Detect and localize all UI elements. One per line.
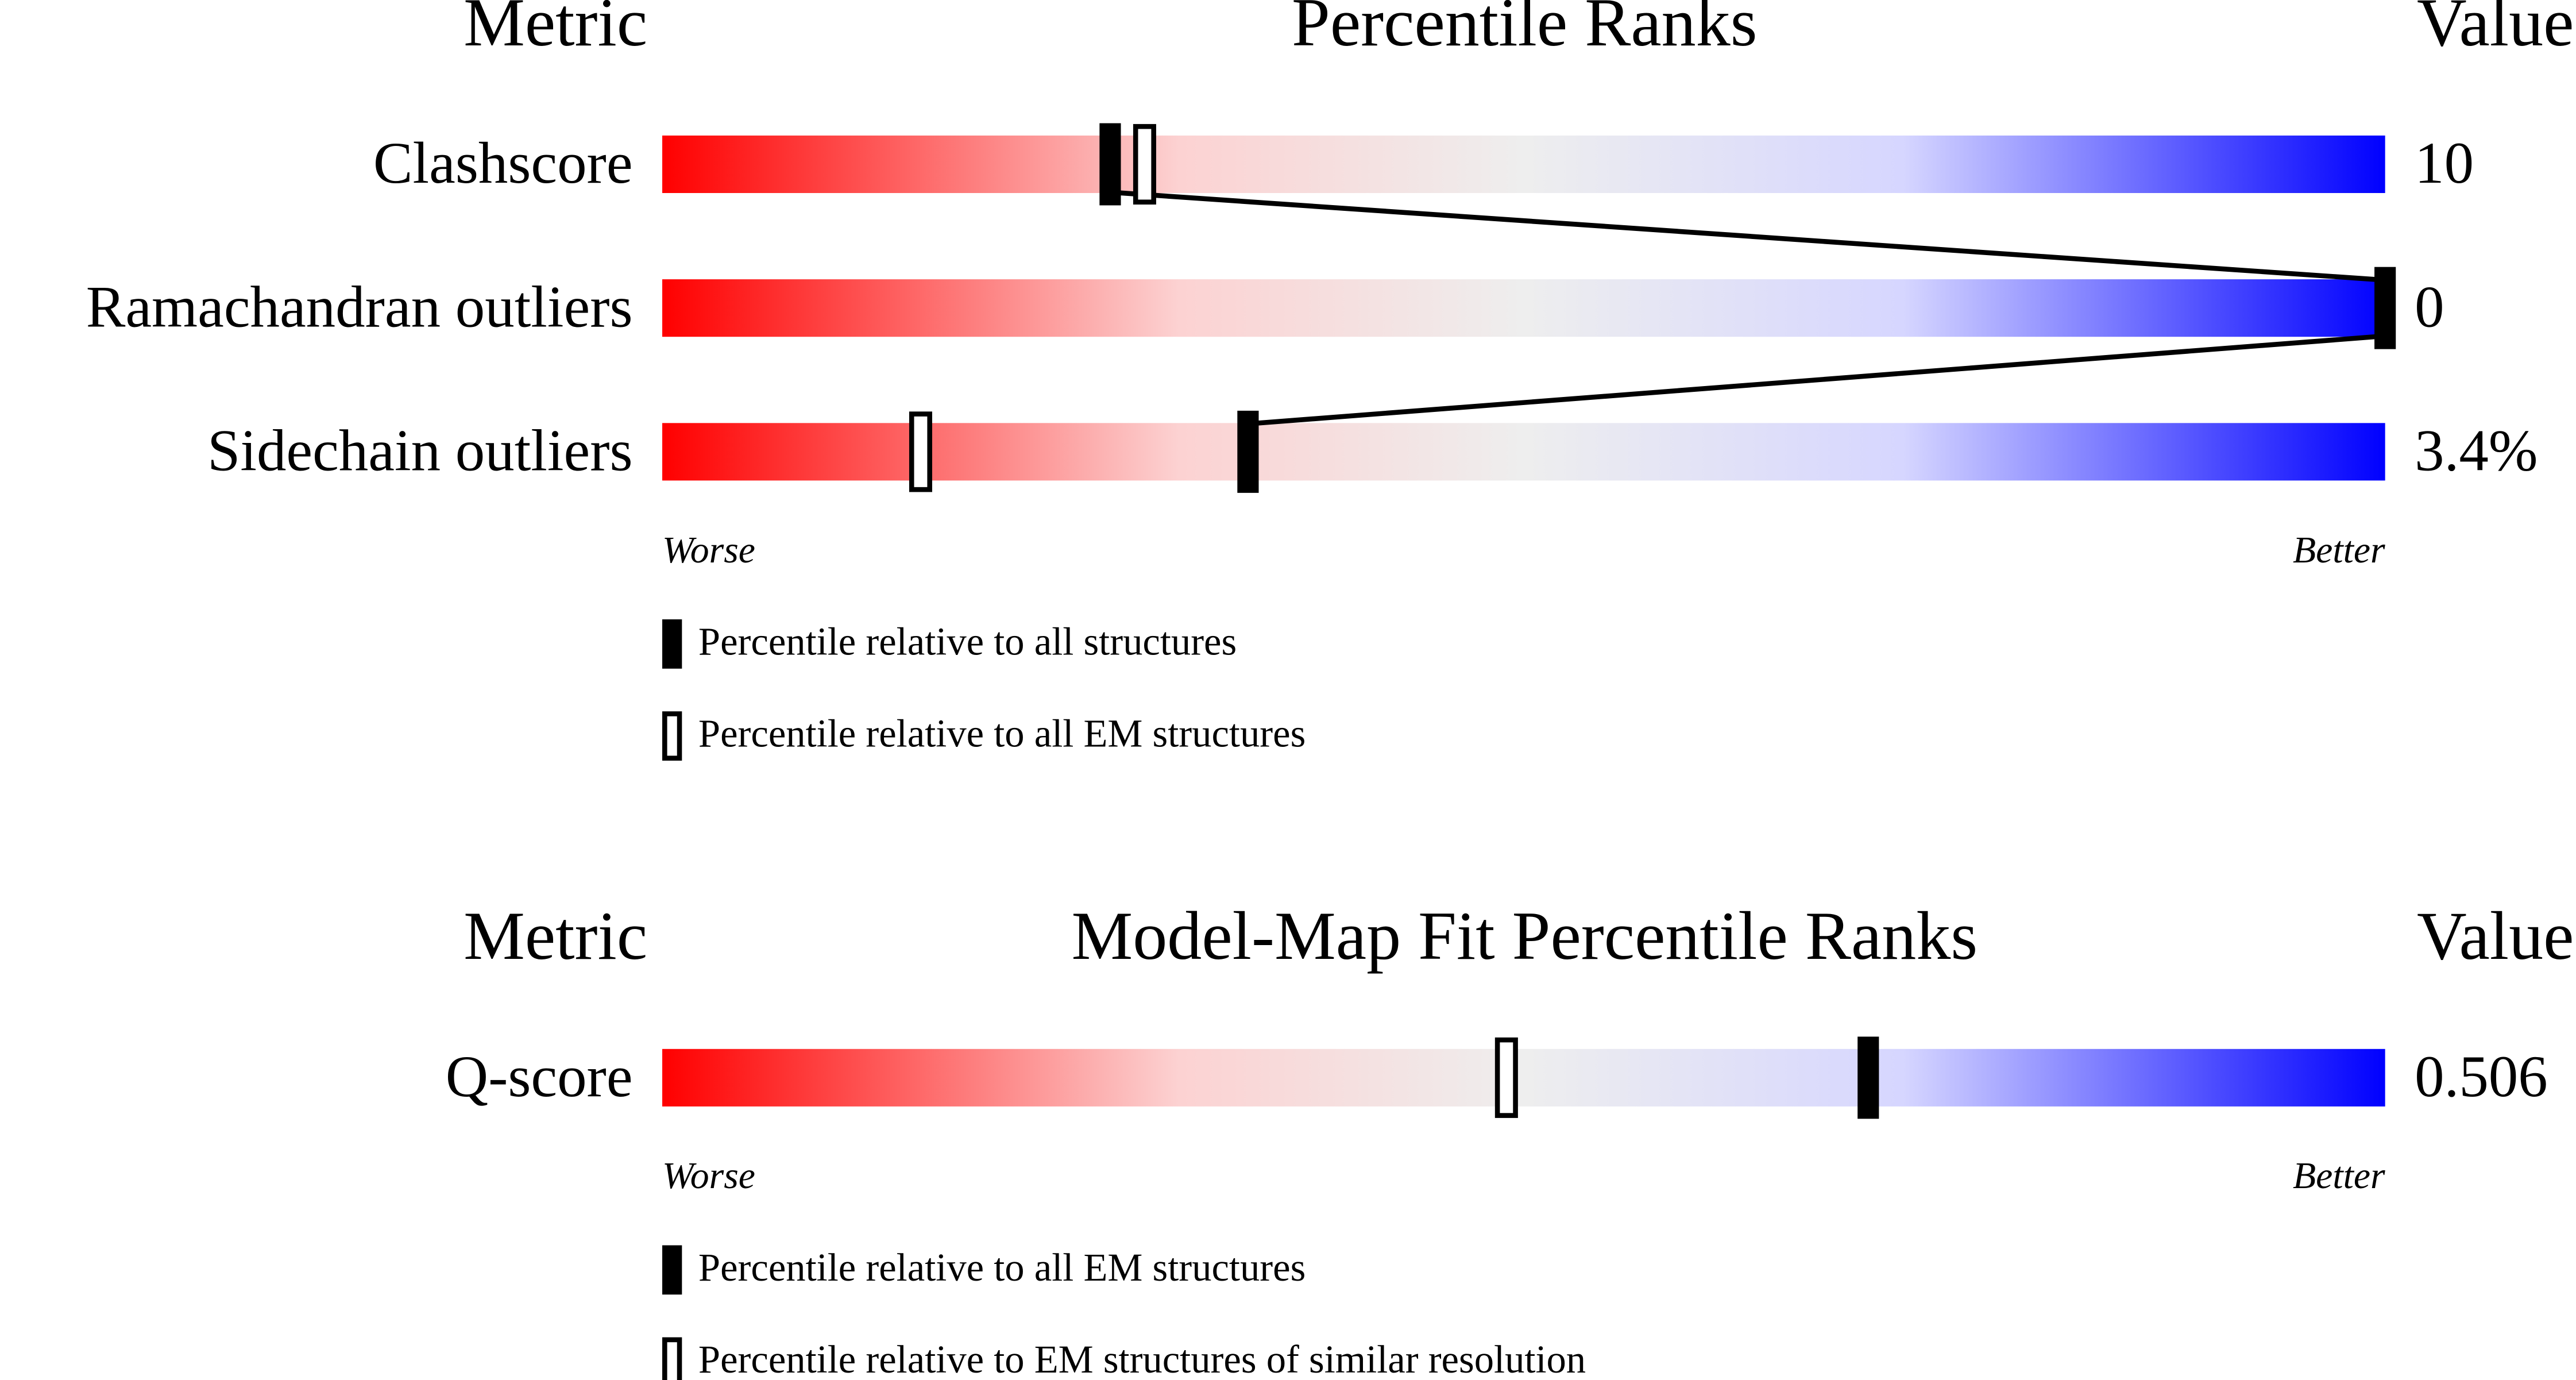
metric-value: 0.506 bbox=[2415, 1044, 2548, 1109]
metric-label: Ramachandran outliers bbox=[86, 274, 633, 340]
metric-label: Q-score bbox=[446, 1044, 633, 1109]
metric-value: 10 bbox=[2415, 130, 2474, 196]
open-marker bbox=[909, 411, 932, 492]
legend-open-swatch bbox=[662, 1337, 682, 1380]
legend-filled-swatch bbox=[662, 619, 682, 669]
filled-marker bbox=[1099, 123, 1121, 206]
slider-bar bbox=[662, 1049, 2385, 1107]
metric-label: Clashscore bbox=[373, 130, 633, 196]
better-label: Better bbox=[2293, 1155, 2385, 1197]
legend-filled-swatch bbox=[662, 1245, 682, 1295]
worse-label: Worse bbox=[662, 529, 755, 571]
legend-open-label: Percentile relative to EM structures of … bbox=[698, 1337, 1586, 1380]
metric-value: 0 bbox=[2415, 274, 2444, 340]
header-metric: Metric bbox=[464, 0, 647, 60]
legend-open-swatch bbox=[662, 711, 682, 761]
legend-filled-label: Percentile relative to all EM structures bbox=[698, 1246, 1306, 1289]
worse-label: Worse bbox=[662, 1155, 755, 1197]
better-label: Better bbox=[2293, 529, 2385, 571]
header-value: Value bbox=[2417, 897, 2574, 974]
header-value: Value bbox=[2417, 0, 2574, 60]
open-marker bbox=[1494, 1037, 1518, 1118]
legend-open-label: Percentile relative to all EM structures bbox=[698, 712, 1306, 755]
header-metric: Metric bbox=[464, 897, 647, 974]
header-title: Percentile Ranks bbox=[1292, 0, 1757, 60]
filled-marker bbox=[1237, 410, 1259, 493]
connector-line bbox=[1248, 333, 2385, 427]
slider-bar bbox=[662, 135, 2385, 193]
legend-filled-label: Percentile relative to all structures bbox=[698, 620, 1237, 664]
filled-marker bbox=[1857, 1036, 1879, 1119]
metric-value: 3.4% bbox=[2415, 418, 2538, 484]
filled-marker bbox=[2374, 267, 2396, 349]
slider-bar bbox=[662, 423, 2385, 481]
header-title: Model-Map Fit Percentile Ranks bbox=[1071, 897, 1978, 974]
slider-bar bbox=[662, 279, 2385, 337]
open-marker bbox=[1133, 124, 1156, 205]
metric-label: Sidechain outliers bbox=[207, 418, 632, 484]
connector-line bbox=[1110, 190, 2385, 283]
